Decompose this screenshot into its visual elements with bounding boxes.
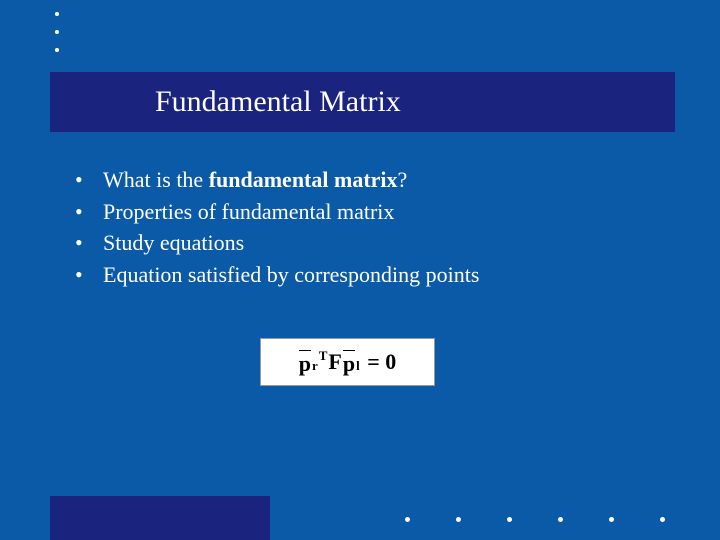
equation: p rT F p l = 0 xyxy=(299,349,397,375)
bullet-icon: • xyxy=(75,197,103,227)
bullet-icon: • xyxy=(75,165,103,195)
dot-icon xyxy=(405,517,410,522)
bullet-text-part: Properties of fundamental matrix xyxy=(103,199,394,224)
dot-icon xyxy=(55,30,59,34)
eq-rhs: = 0 xyxy=(367,349,396,375)
bullet-text-part: Study equations xyxy=(103,230,244,255)
bullet-icon: • xyxy=(75,228,103,258)
dot-icon xyxy=(55,48,59,52)
dot-icon xyxy=(609,517,614,522)
dot-icon xyxy=(55,12,59,16)
bullet-text: Study equations xyxy=(103,228,244,258)
bullet-text-part: ? xyxy=(398,167,408,192)
eq-sup: T xyxy=(319,348,328,364)
footer-bar xyxy=(50,496,270,540)
bullet-text: Properties of fundamental matrix xyxy=(103,197,394,227)
equation-box: p rT F p l = 0 xyxy=(260,338,435,386)
list-item: • Properties of fundamental matrix xyxy=(75,197,660,227)
decorative-dots-top xyxy=(55,12,59,52)
bullet-list: • What is the fundamental matrix? • Prop… xyxy=(75,165,660,290)
slide-title: Fundamental Matrix xyxy=(155,85,401,119)
dot-icon xyxy=(558,517,563,522)
eq-var: p xyxy=(343,351,355,376)
slide-body: • What is the fundamental matrix? • Prop… xyxy=(75,165,660,292)
bullet-text: Equation satisfied by corresponding poin… xyxy=(103,260,479,290)
bullet-text-part: What is the xyxy=(103,167,209,192)
equation-term: p xyxy=(299,350,311,375)
list-item: • Study equations xyxy=(75,228,660,258)
eq-sub: r xyxy=(312,358,318,374)
list-item: • What is the fundamental matrix? xyxy=(75,165,660,195)
list-item: • Equation satisfied by corresponding po… xyxy=(75,260,660,290)
title-bar: Fundamental Matrix xyxy=(50,72,675,132)
bullet-text-bold: fundamental matrix xyxy=(209,167,398,192)
bullet-text-part: Equation satisfied by corresponding poin… xyxy=(103,262,479,287)
bullet-text: What is the fundamental matrix? xyxy=(103,165,407,195)
bullet-icon: • xyxy=(75,260,103,290)
dot-icon xyxy=(456,517,461,522)
dot-icon xyxy=(507,517,512,522)
dot-icon xyxy=(660,517,665,522)
eq-var: F xyxy=(328,349,341,375)
eq-sub: l xyxy=(356,358,360,374)
equation-term: p xyxy=(343,350,355,375)
eq-var: p xyxy=(299,351,311,376)
decorative-dots-bottom xyxy=(405,517,665,522)
